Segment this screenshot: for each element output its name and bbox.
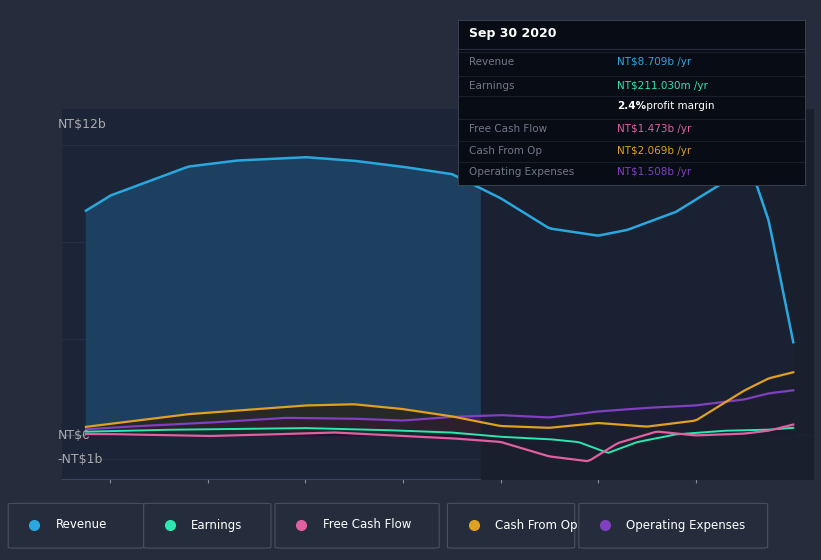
- Text: NT$2.069b /yr: NT$2.069b /yr: [617, 146, 692, 156]
- FancyBboxPatch shape: [275, 503, 439, 548]
- FancyBboxPatch shape: [144, 503, 271, 548]
- Text: Cash From Op: Cash From Op: [469, 146, 542, 156]
- Text: Free Cash Flow: Free Cash Flow: [323, 519, 411, 531]
- FancyBboxPatch shape: [8, 503, 144, 548]
- Text: -NT$1b: -NT$1b: [57, 453, 103, 466]
- Text: Revenue: Revenue: [469, 57, 514, 67]
- Text: Sep 30 2020: Sep 30 2020: [469, 27, 556, 40]
- Text: Revenue: Revenue: [56, 519, 108, 531]
- Text: Free Cash Flow: Free Cash Flow: [469, 124, 547, 134]
- Text: Operating Expenses: Operating Expenses: [626, 519, 745, 531]
- FancyBboxPatch shape: [579, 503, 768, 548]
- Text: Earnings: Earnings: [191, 519, 243, 531]
- Text: Earnings: Earnings: [469, 81, 514, 91]
- Text: NT$1.508b /yr: NT$1.508b /yr: [617, 167, 692, 178]
- Text: 2.4%: 2.4%: [617, 101, 647, 111]
- Text: NT$0: NT$0: [57, 429, 91, 442]
- Text: NT$211.030m /yr: NT$211.030m /yr: [617, 81, 709, 91]
- Text: NT$8.709b /yr: NT$8.709b /yr: [617, 57, 692, 67]
- Text: Operating Expenses: Operating Expenses: [469, 167, 574, 178]
- Text: NT$12b: NT$12b: [57, 118, 107, 130]
- Text: Cash From Op: Cash From Op: [495, 519, 577, 531]
- FancyBboxPatch shape: [447, 503, 575, 548]
- Text: NT$1.473b /yr: NT$1.473b /yr: [617, 124, 692, 134]
- Text: profit margin: profit margin: [644, 101, 715, 111]
